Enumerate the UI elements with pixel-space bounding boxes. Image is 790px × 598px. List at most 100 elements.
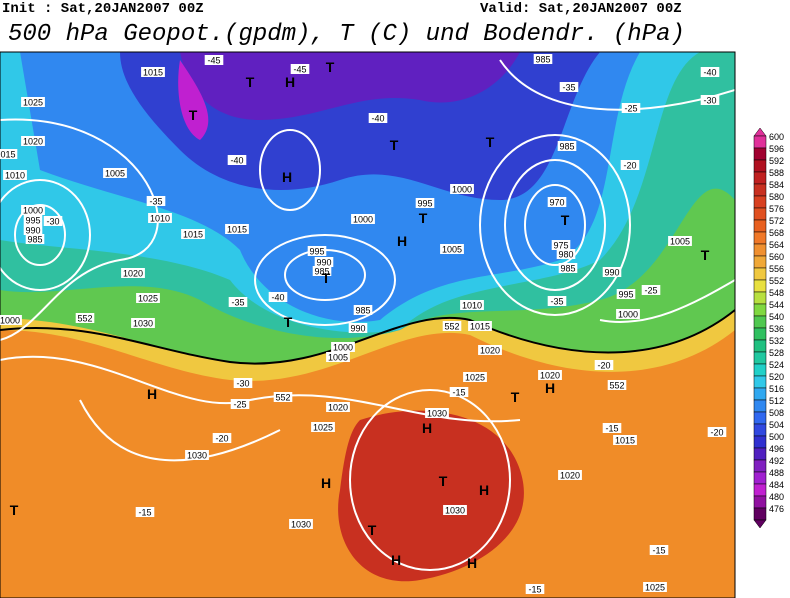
- label-bg: [551, 240, 571, 250]
- label-bg: [290, 64, 310, 74]
- contour-label: 995: [618, 290, 633, 300]
- label-bg: [463, 372, 487, 382]
- contour-label: 1005: [328, 353, 348, 363]
- colorbar-tip-bottom: [753, 519, 767, 529]
- pressure-center: T: [326, 59, 335, 75]
- label-bg: [442, 321, 462, 331]
- contour-label: 1000: [333, 343, 353, 353]
- label-bg: [273, 392, 293, 402]
- warm-core: [338, 410, 524, 582]
- contour-label: 995: [309, 247, 324, 257]
- label-bg: [557, 141, 577, 151]
- contour-label: 1030: [133, 319, 153, 329]
- colorbar-label: 500: [769, 432, 784, 442]
- label-bg: [602, 423, 622, 433]
- label-bg: [148, 213, 172, 223]
- pressure-center: H: [285, 74, 295, 90]
- contour-label: 552: [77, 314, 92, 324]
- colorbar-label: 572: [769, 216, 784, 226]
- label-bg: [21, 136, 45, 146]
- label-bg: [415, 198, 435, 208]
- label-bg: [707, 427, 727, 437]
- colorbar-box: [753, 471, 767, 485]
- label-bg: [227, 155, 247, 165]
- colorbar-box: [753, 507, 767, 521]
- label-bg: [146, 196, 166, 206]
- contour-label: 995: [25, 216, 40, 226]
- contour-label: 1005: [670, 237, 690, 247]
- contour-label: 1000: [0, 316, 20, 326]
- pressure-center: T: [511, 389, 520, 405]
- label-bg: [440, 244, 464, 254]
- label-bg: [641, 285, 661, 295]
- label-bg: [478, 345, 502, 355]
- contour-label: -15: [528, 585, 541, 595]
- pressure-center: T: [284, 314, 293, 330]
- contour-label: 985: [314, 267, 329, 277]
- colorbar-label: 588: [769, 168, 784, 178]
- contour-label: -15: [605, 424, 618, 434]
- contour-label: -40: [230, 156, 243, 166]
- contour-label: -40: [703, 68, 716, 78]
- colorbar-tip-top: [753, 127, 767, 137]
- contour-label: -45: [207, 56, 220, 66]
- label-bg: [559, 82, 579, 92]
- contour-label: -25: [644, 286, 657, 296]
- label-bg: [525, 584, 545, 594]
- colorbar-box: [753, 351, 767, 365]
- contour-label: -30: [703, 96, 716, 106]
- contour-label: 1000: [23, 206, 43, 216]
- contour-label: -15: [452, 388, 465, 398]
- colorbar-box: [753, 483, 767, 497]
- colorbar-box: [753, 435, 767, 449]
- colorbar-label: 580: [769, 192, 784, 202]
- label-bg: [0, 315, 22, 325]
- colorbar-label: 600: [769, 132, 784, 142]
- label-bg: [643, 582, 667, 592]
- contour-label: 985: [560, 264, 575, 274]
- contour-label: 015: [0, 150, 15, 160]
- contour-label: -40: [371, 114, 384, 124]
- label-bg: [233, 378, 253, 388]
- colorbar-box: [753, 279, 767, 293]
- colorbar-box: [753, 147, 767, 161]
- contour-label: 1010: [5, 171, 25, 181]
- colorbar-box: [753, 159, 767, 173]
- contour-label: 1030: [427, 409, 447, 419]
- label-bg: [131, 318, 155, 328]
- contour-label: -35: [562, 83, 575, 93]
- pressure-center: T: [246, 74, 255, 90]
- colorbar-label: 508: [769, 408, 784, 418]
- pressure-center: T: [322, 270, 331, 286]
- band-purple: [180, 52, 520, 120]
- colorbar-box: [753, 495, 767, 509]
- contour-552: [0, 309, 735, 365]
- contour-label: 1030: [291, 520, 311, 530]
- label-bg: [307, 246, 327, 256]
- label-bg: [228, 297, 248, 307]
- contour-label: -30: [236, 379, 249, 389]
- contour-label: 1025: [465, 373, 485, 383]
- colorbar-label: 516: [769, 384, 784, 394]
- label-bg: [225, 224, 249, 234]
- colorbar-box: [753, 171, 767, 185]
- label-bg: [649, 545, 669, 555]
- colorbar-label: 512: [769, 396, 784, 406]
- colorbar-label: 492: [769, 456, 784, 466]
- label-bg: [268, 292, 288, 302]
- label-bg: [558, 263, 578, 273]
- label-bg: [616, 289, 636, 299]
- contour-label: 1015: [183, 230, 203, 240]
- colorbar-box: [753, 363, 767, 377]
- label-bg: [326, 352, 350, 362]
- colorbar-label: 528: [769, 348, 784, 358]
- colorbar-box: [753, 411, 767, 425]
- label-bg: [212, 433, 232, 443]
- label-bg: [25, 234, 45, 244]
- contour-label: -20: [710, 428, 723, 438]
- label-bg: [468, 321, 492, 331]
- contour-label: -15: [652, 546, 665, 556]
- colorbar-label: 596: [769, 144, 784, 154]
